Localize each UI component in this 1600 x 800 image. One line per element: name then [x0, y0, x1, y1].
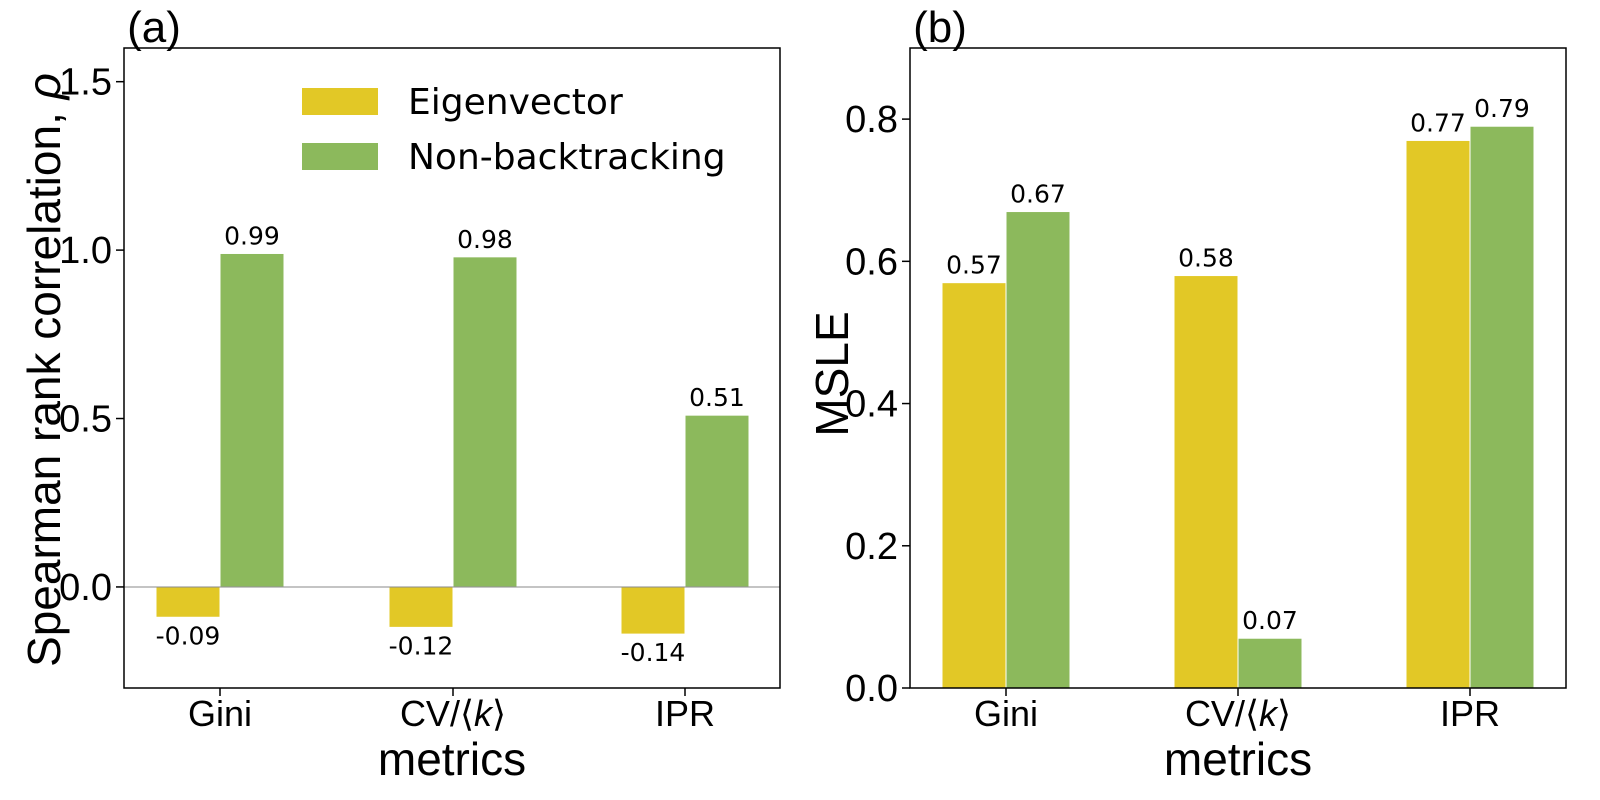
x-tick-label: CV/⟨k⟩	[1185, 693, 1291, 734]
plot-frame	[123, 47, 781, 689]
panel-b: (b) 0.57 0.58 0.77 0.67 0.07 0.79 0.0 0.2 0.4 0.6 0…	[806, 3, 1567, 785]
x-axis-title: metrics	[378, 733, 526, 785]
x-tick-label-text: Gini	[974, 693, 1038, 734]
legend-label: Non-backtracking	[408, 137, 726, 178]
x-tick-label-italic: k	[474, 693, 494, 734]
y-axis-title-text: Spearman rank correlation,	[18, 99, 70, 667]
y-axis-title-symbol: ρ	[18, 73, 70, 101]
legend: Eigenvector Non-backtracking	[302, 82, 726, 178]
panel-a: (a) -0.09 -0.12 -0.14 0.99 0.98 0.51 0.0 0.5 1.0 1…	[18, 3, 781, 785]
y-tick-label: 0.4	[845, 384, 898, 426]
x-tick-label: IPR	[655, 693, 715, 734]
x-tick-label-text: Gini	[188, 693, 252, 734]
x-tick-label-text: CV/⟨	[1185, 693, 1259, 734]
x-tick-label-suffix: ⟩	[1277, 693, 1291, 734]
data-label: 0.79	[1474, 94, 1530, 123]
bar-non-backtracking-2	[1469, 125, 1535, 689]
data-label: -0.14	[621, 638, 686, 667]
bar-eigenvector-2	[1405, 139, 1471, 689]
bar-eigenvector-1	[388, 586, 454, 628]
y-tick-label: 1.0	[59, 230, 112, 272]
bar-eigenvector-1	[1173, 275, 1239, 689]
panel-label: (b)	[913, 3, 967, 52]
x-tick-label: Gini	[188, 693, 252, 734]
x-tick-label-suffix: ⟩	[492, 693, 506, 734]
panel-label: (a)	[127, 3, 181, 52]
data-label: 0.51	[689, 383, 745, 412]
x-tick-label-text: IPR	[1440, 693, 1500, 734]
x-tick-label: IPR	[1440, 693, 1500, 734]
bar-eigenvector-0	[941, 282, 1007, 689]
bar-non-backtracking-2	[684, 414, 750, 588]
y-axis-title-text: MSLE	[806, 311, 858, 436]
data-label: -0.12	[389, 631, 454, 660]
data-label: 0.99	[224, 221, 280, 250]
data-label: -0.09	[156, 621, 221, 650]
bar-non-backtracking-0	[1005, 211, 1071, 689]
y-tick-label: 0.2	[845, 526, 898, 568]
bar-eigenvector-2	[620, 586, 686, 635]
y-axis-title: MSLE	[806, 311, 858, 436]
data-label: 0.98	[457, 225, 513, 254]
data-label: 0.07	[1242, 606, 1298, 635]
data-label: 0.58	[1178, 244, 1234, 273]
data-label: 0.67	[1010, 180, 1066, 209]
x-tick-label-text: CV/⟨	[400, 693, 474, 734]
data-label: 0.57	[946, 251, 1002, 280]
y-tick-label: 0.5	[59, 399, 112, 441]
x-tick-label: Gini	[974, 693, 1038, 734]
y-tick-label: 0.0	[845, 668, 898, 710]
bar-eigenvector-0	[155, 586, 221, 618]
bar-non-backtracking-0	[219, 252, 285, 588]
x-tick-label-text: IPR	[655, 693, 715, 734]
x-axis-title: metrics	[1164, 733, 1312, 785]
y-tick-label: 0.0	[59, 567, 112, 609]
x-tick-label-italic: k	[1259, 693, 1279, 734]
bar-non-backtracking-1	[1237, 637, 1303, 689]
y-tick-label: 0.6	[845, 241, 898, 283]
legend-swatch-eigenvector	[302, 88, 378, 115]
legend-swatch-non-backtracking	[302, 143, 378, 170]
data-label: 0.77	[1410, 108, 1466, 137]
bar-non-backtracking-1	[452, 256, 518, 588]
legend-label: Eigenvector	[408, 82, 623, 123]
y-tick-label: 1.5	[59, 62, 112, 104]
y-axis-title: Spearman rank correlation, ρ	[18, 73, 70, 667]
y-tick-label: 0.8	[845, 99, 898, 141]
x-tick-label: CV/⟨k⟩	[400, 693, 506, 734]
